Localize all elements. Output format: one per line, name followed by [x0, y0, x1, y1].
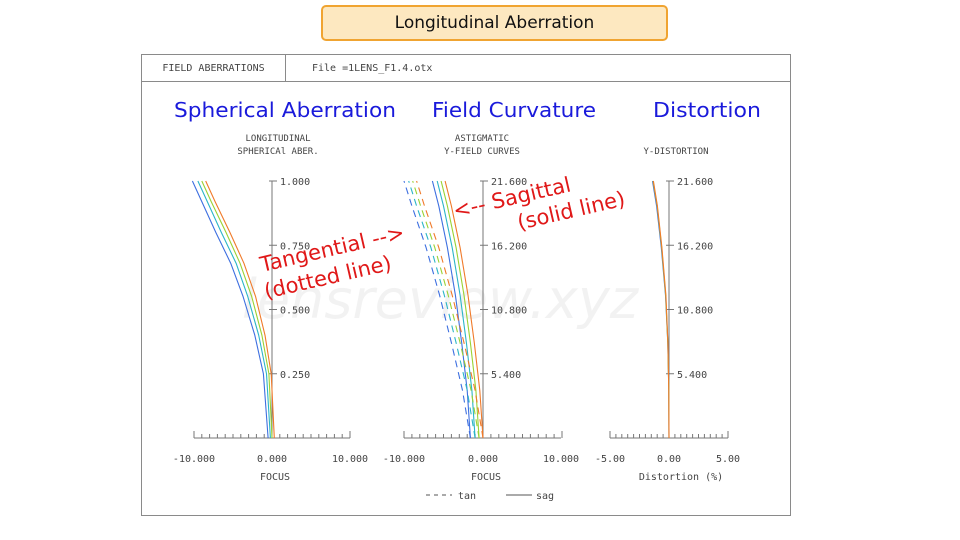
x-axis-label: FOCUS	[471, 472, 501, 483]
x-axis-label: Distortion (%)	[639, 472, 723, 483]
tan-series-line	[403, 180, 471, 439]
series-line	[197, 180, 271, 439]
plot-subtitle: Y-FIELD CURVES	[444, 147, 520, 157]
x-tick-label: 5.00	[716, 454, 740, 465]
x-axis-label: FOCUS	[260, 472, 290, 483]
y-tick-label: 5.400	[677, 370, 707, 381]
legend-sag-label: sag	[536, 491, 554, 502]
series-line	[201, 180, 273, 439]
plot-subtitle: SPHERICAl ABER.	[237, 147, 318, 157]
y-tick-label: 21.600	[491, 177, 527, 188]
series-line	[652, 180, 670, 439]
watermark: lensreview.xyz	[242, 268, 640, 331]
x-tick-label: 0.00	[657, 454, 681, 465]
spherical-aberration-plot: Spherical Aberration LONGITUDINAL SPHERICA…	[173, 98, 396, 483]
sag-series-line	[436, 180, 476, 439]
tan-series-line	[412, 180, 480, 439]
tan-series-line	[408, 180, 476, 439]
x-tick-label: -5.00	[595, 454, 625, 465]
x-tick-label: 10.000	[332, 454, 368, 465]
header-file-name: File =1LENS_F1.4.otx	[312, 62, 433, 74]
plot-heading: Field Curvature	[432, 98, 596, 122]
x-tick-label: 0.000	[257, 454, 287, 465]
y-tick-label: 16.200	[491, 241, 527, 252]
sag-series-line	[440, 180, 480, 439]
tan-series-line	[416, 180, 484, 439]
field-curvature-plot: Field Curvature ASTIGMATIC Y-FIELD CURVES 2…	[383, 98, 596, 483]
panel-header: FIELD ABERRATIONS File =1LENS_F1.4.otx	[142, 55, 790, 82]
series-line	[191, 180, 269, 439]
y-tick-label: 1.000	[280, 177, 310, 188]
y-tick-label: 16.200	[677, 241, 713, 252]
x-tick-label: -10.000	[383, 454, 425, 465]
x-tick-label: -10.000	[173, 454, 215, 465]
plot-heading: Spherical Aberration	[174, 98, 396, 122]
y-tick-label: 10.800	[491, 306, 527, 317]
plot-subtitle: ASTIGMATIC	[455, 134, 509, 144]
legend-tan-label: tan	[458, 491, 476, 502]
x-tick-label: 10.000	[543, 454, 579, 465]
header-field-aberrations: FIELD ABERRATIONS	[142, 55, 286, 81]
y-tick-label: 21.600	[677, 177, 713, 188]
y-tick-label: 5.400	[491, 370, 521, 381]
plot-subtitle: Y-DISTORTION	[643, 147, 708, 157]
distortion-plot: Distortion Y-DISTORTION 21.600 16.200 10.800…	[595, 98, 761, 483]
series-line	[205, 180, 275, 439]
aberration-panel: FIELD ABERRATIONS File =1LENS_F1.4.otx	[141, 54, 791, 516]
plot-subtitle: LONGITUDINAL	[245, 134, 310, 144]
legend: tan sag	[426, 491, 554, 502]
sag-series-line	[444, 180, 484, 439]
y-tick-label: 0.500	[280, 306, 310, 317]
slide-title: Longitudinal Aberration	[321, 5, 668, 41]
y-tick-label: 10.800	[677, 306, 713, 317]
x-tick-label: 0.000	[468, 454, 498, 465]
y-tick-label: 0.250	[280, 370, 310, 381]
y-tick-label: 0.750	[280, 241, 310, 252]
plot-heading: Distortion	[653, 98, 761, 122]
annotation-sagittal: <-- Sagittal (solid line)	[451, 172, 628, 234]
